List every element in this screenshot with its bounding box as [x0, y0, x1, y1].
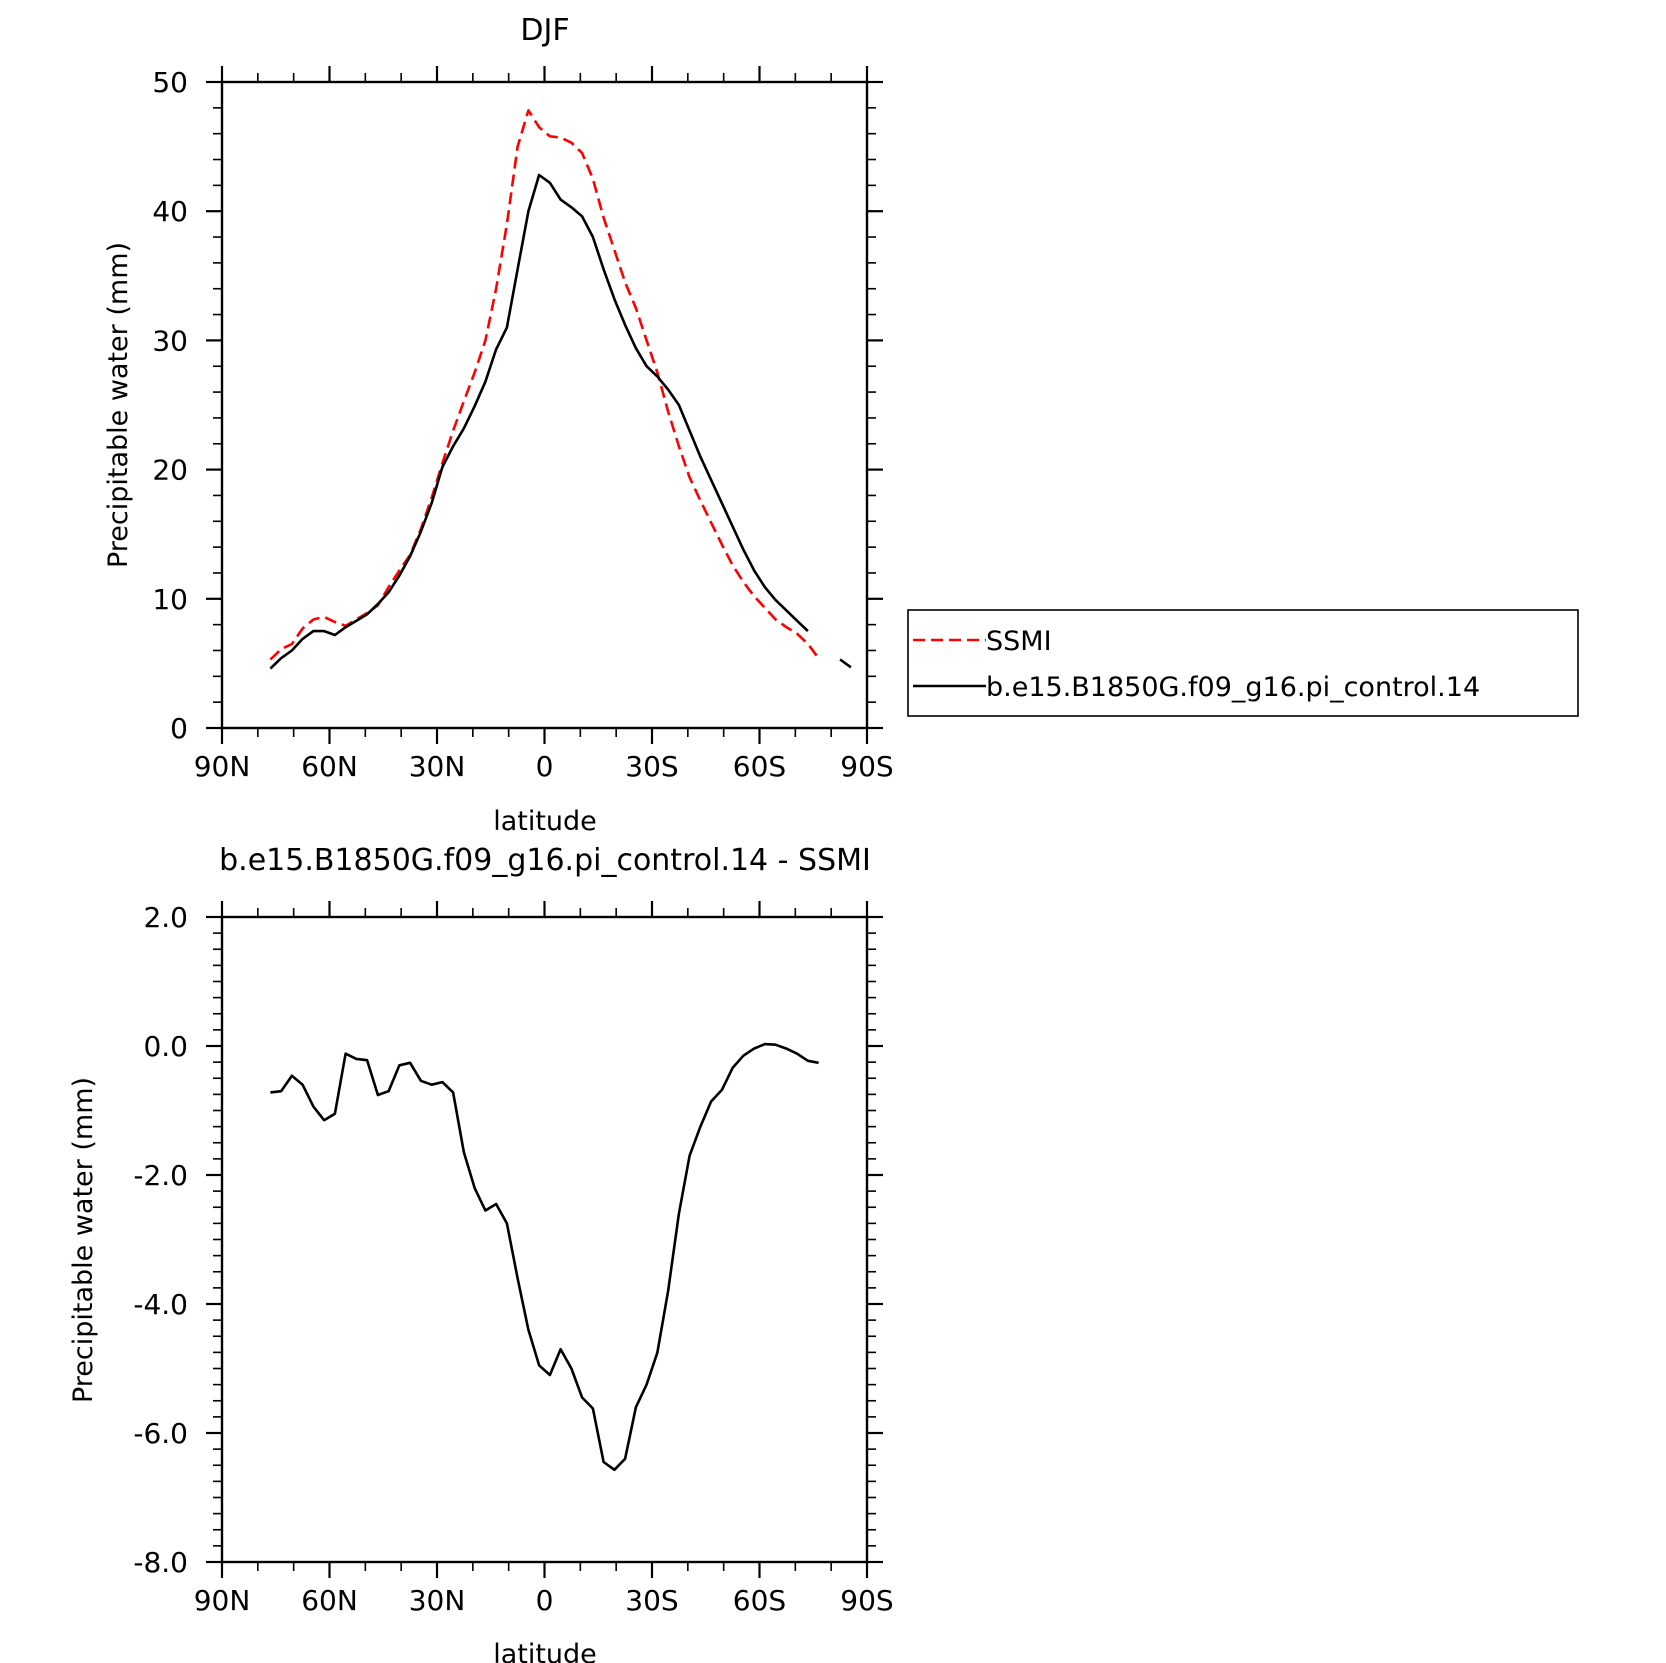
bottom-x-tick-label: 60S	[733, 1584, 786, 1617]
legend-label-model: b.e15.B1850G.f09_g16.pi_control.14	[986, 672, 1480, 703]
top-y-tick-label: 40	[152, 195, 188, 228]
bottom-chart-lines	[270, 1042, 819, 1472]
bottom-chart-xlabel: latitude	[493, 1639, 597, 1663]
bottom-series-line-0	[270, 1042, 819, 1472]
top-series-line-1	[269, 173, 809, 670]
bottom-y-tick-label: -8.0	[133, 1546, 188, 1579]
bottom-x-tick-label: 30S	[625, 1584, 678, 1617]
legend-label-ssmi: SSMI	[986, 626, 1052, 657]
bottom-y-tick-label: -6.0	[133, 1417, 188, 1450]
legend-box	[907, 609, 1579, 717]
top-x-tick-label: 30N	[409, 750, 466, 783]
top-chart-plot-frame	[220, 80, 869, 730]
top-x-tick-label: 90N	[194, 750, 251, 783]
bottom-y-tick-label: -2.0	[133, 1159, 188, 1192]
top-x-tick-label: 90S	[840, 750, 893, 783]
top-y-tick-label: 0	[170, 712, 188, 745]
bottom-x-tick-label: 90N	[194, 1584, 251, 1617]
top-x-tick-label: 60N	[301, 750, 358, 783]
top-y-tick-label: 50	[152, 66, 188, 99]
bottom-chart-plot-frame	[220, 915, 869, 1564]
bottom-x-tick-label: 30N	[409, 1584, 466, 1617]
top-chart-xlabel: latitude	[493, 806, 597, 837]
bottom-chart-ylabel: Precipitable water (mm)	[68, 1077, 99, 1403]
bottom-x-tick-label: 0	[536, 1584, 554, 1617]
legend: SSMI b.e15.B1850G.f09_g16.pi_control.14	[907, 609, 1579, 717]
bottom-x-tick-label: 60N	[301, 1584, 358, 1617]
top-chart-ylabel: Precipitable water (mm)	[103, 242, 134, 568]
top-chart-title: DJF	[520, 13, 569, 48]
top-x-tick-label: 60S	[733, 750, 786, 783]
top-chart-ticks: 90N 60N 30N 0 30S 60S 90S 0 10 20 30 40 50	[152, 66, 894, 783]
top-chart-lines	[269, 109, 852, 670]
bottom-chart-ticks: 90N 60N 30N 0 30S 60S 90S -8.0 -6.0 -4.0 -2.0 0.0 2.…	[133, 901, 894, 1617]
top-series-line-1	[839, 658, 852, 669]
top-y-tick-label: 20	[152, 454, 188, 487]
top-y-tick-label: 30	[152, 324, 188, 357]
top-x-tick-label: 30S	[625, 750, 678, 783]
top-chart: DJF 90N 60N 30N 0 30S 60S 90S 0 10 20 30 40 50 latit…	[103, 13, 894, 837]
bottom-chart-title: b.e15.B1850G.f09_g16.pi_control.14 - SSM…	[219, 843, 871, 878]
top-y-tick-label: 10	[152, 583, 188, 616]
bottom-y-tick-label: 0.0	[143, 1030, 188, 1063]
bottom-x-tick-label: 90S	[840, 1584, 893, 1617]
top-x-tick-label: 0	[536, 750, 554, 783]
bottom-y-tick-label: 2.0	[143, 901, 188, 934]
bottom-y-tick-label: -4.0	[133, 1288, 188, 1321]
bottom-chart: b.e15.B1850G.f09_g16.pi_control.14 - SSM…	[68, 843, 894, 1663]
top-series-line-0	[269, 109, 820, 661]
